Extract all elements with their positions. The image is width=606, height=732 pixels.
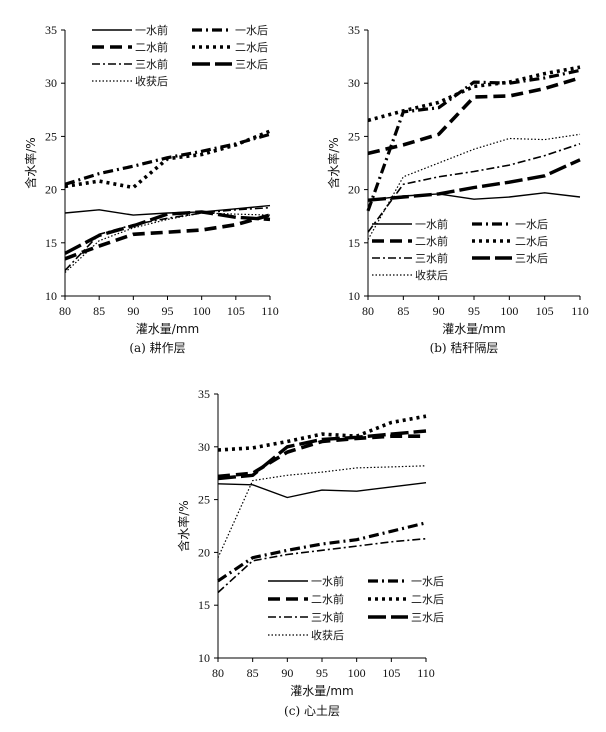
legend-label: 一水后 <box>515 218 548 231</box>
y-tick-label: 10 <box>348 289 360 303</box>
x-tick-label: 95 <box>468 304 480 318</box>
x-tick-label: 90 <box>433 304 445 318</box>
legend-label: 一水前 <box>135 23 168 37</box>
x-tick-label: 105 <box>382 666 400 680</box>
x-tick-label: 95 <box>162 304 174 318</box>
series-line-4 <box>217 414 427 452</box>
x-tick-label: 85 <box>397 304 409 318</box>
y-axis-label: 含水率/% <box>176 500 191 551</box>
legend-label: 三水前 <box>135 57 168 71</box>
legend-label: 一水后 <box>411 575 444 588</box>
panel-caption: (c) 心土层 <box>284 704 340 718</box>
series-line-5 <box>217 537 427 594</box>
series-line-1 <box>217 482 427 499</box>
x-tick-label: 105 <box>536 304 554 318</box>
legend-label: 一水前 <box>311 574 344 588</box>
y-tick-label: 15 <box>348 236 360 250</box>
x-tick-label: 110 <box>417 666 435 680</box>
legend-label: 三水前 <box>311 610 344 624</box>
y-tick-label: 25 <box>348 129 360 143</box>
x-tick-label: 95 <box>316 666 328 680</box>
series-line-6 <box>367 158 581 202</box>
series-line-4 <box>367 65 581 123</box>
legend-label: 三水前 <box>415 251 448 265</box>
y-axis-label: 含水率/% <box>326 137 341 188</box>
legend-label: 收获后 <box>311 628 344 642</box>
y-tick-label: 35 <box>45 23 57 37</box>
legend-label: 二水后 <box>411 593 444 606</box>
chart-panel-a: 10 15 20 25 30 35 80 85 90 95 100 105 110 灌水量/mm 含水率/%… <box>23 23 279 355</box>
panel-caption: (b) 秸秆隔层 <box>430 341 499 355</box>
x-tick-label: 80 <box>212 666 224 680</box>
x-axis-label: 灌水量/mm <box>136 322 199 336</box>
x-tick-label: 90 <box>281 666 293 680</box>
series-line-2 <box>217 521 427 583</box>
legend-label: 二水前 <box>135 40 168 54</box>
series-line-6 <box>64 210 271 255</box>
x-axis-label: 灌水量/mm <box>442 322 505 336</box>
series-line-7 <box>367 133 581 240</box>
y-tick-label: 10 <box>45 289 57 303</box>
legend-label: 三水后 <box>235 58 268 71</box>
x-tick-label: 80 <box>362 304 374 318</box>
y-tick-label: 35 <box>348 23 360 37</box>
series-line-6 <box>217 429 427 481</box>
legend-label: 三水后 <box>515 252 548 265</box>
y-axis-label: 含水率/% <box>23 137 38 188</box>
x-tick-label: 110 <box>261 304 279 318</box>
series-line-7 <box>217 465 427 558</box>
y-tick-label: 20 <box>348 183 360 197</box>
legend-label: 一水后 <box>235 24 268 37</box>
y-tick-label: 35 <box>198 387 210 401</box>
x-tick-label: 110 <box>571 304 589 318</box>
y-tick-label: 20 <box>198 545 210 559</box>
y-tick-label: 15 <box>198 598 210 612</box>
series-line-5 <box>367 143 581 233</box>
series-line-1 <box>64 204 271 216</box>
series-line-3 <box>217 434 426 479</box>
legend-label: 二水后 <box>515 235 548 248</box>
x-tick-label: 90 <box>127 304 139 318</box>
legend-label: 收获后 <box>135 74 168 88</box>
x-tick-label: 100 <box>500 304 518 318</box>
y-tick-label: 25 <box>198 493 210 507</box>
legend-label: 二水前 <box>311 592 344 606</box>
series-line-3 <box>367 76 581 156</box>
x-tick-label: 100 <box>193 304 211 318</box>
x-axis-label: 灌水量/mm <box>290 684 353 698</box>
x-tick-label: 105 <box>227 304 245 318</box>
y-tick-label: 20 <box>45 183 57 197</box>
y-tick-label: 25 <box>45 129 57 143</box>
series-line-4 <box>64 129 271 190</box>
legend-label: 三水后 <box>411 611 444 624</box>
x-tick-label: 85 <box>93 304 105 318</box>
x-tick-label: 85 <box>247 666 259 680</box>
panel-caption: (a) 耕作层 <box>129 340 185 355</box>
y-tick-label: 10 <box>198 651 210 665</box>
legend-label: 收获后 <box>415 268 448 282</box>
series-line-7 <box>64 212 271 274</box>
y-tick-label: 30 <box>45 76 57 90</box>
x-tick-label: 100 <box>348 666 366 680</box>
y-tick-label: 15 <box>45 236 57 250</box>
x-tick-label: 80 <box>59 304 71 318</box>
chart-panel-c: 10 15 20 25 30 35 80 85 90 95 100 105 110 灌水量/mm 含水率/%… <box>176 387 444 718</box>
y-tick-label: 30 <box>198 440 210 454</box>
legend-label: 二水后 <box>235 41 268 54</box>
chart-panel-b: 10 15 20 25 30 35 80 85 90 95 100 105 110 灌水量/mm 含水率/%… <box>326 23 589 355</box>
legend-label: 一水前 <box>415 217 448 231</box>
legend-label: 二水前 <box>415 234 448 248</box>
y-tick-label: 30 <box>348 76 360 90</box>
series-line-3 <box>64 213 271 261</box>
